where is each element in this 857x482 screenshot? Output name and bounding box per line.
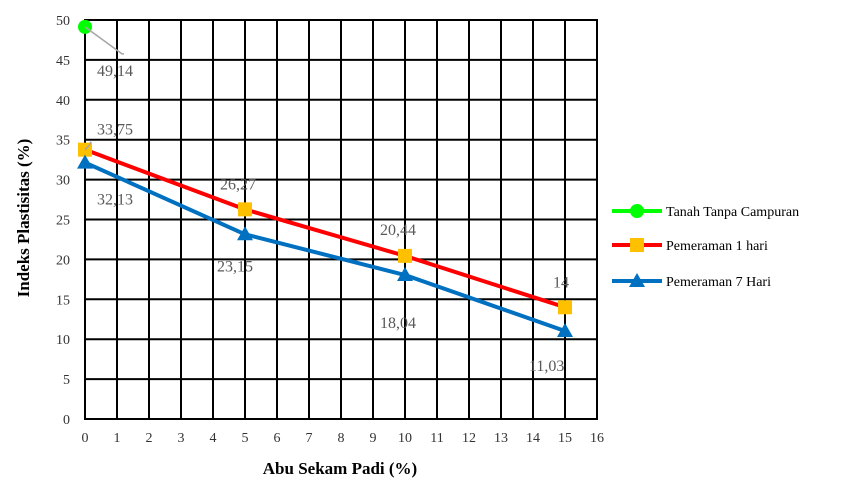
x-axis-title: Abu Sekam Padi (%) bbox=[263, 459, 417, 478]
y-tick-label: 30 bbox=[56, 174, 70, 189]
y-tick-label: 45 bbox=[56, 54, 70, 69]
data-label: 23,15 bbox=[217, 258, 253, 275]
data-label: 33,75 bbox=[97, 122, 133, 139]
data-point bbox=[398, 248, 412, 263]
legend-item: Pemeraman 7 Hari bbox=[612, 273, 771, 290]
x-tick-label: 12 bbox=[462, 431, 476, 446]
legend-item: Pemeraman 1 hari bbox=[612, 238, 768, 254]
series-1: 49,14 bbox=[78, 19, 133, 80]
y-tick-label: 5 bbox=[63, 373, 70, 388]
data-label: 32,13 bbox=[97, 192, 133, 209]
y-tick-label: 40 bbox=[56, 94, 70, 109]
data-point bbox=[238, 202, 252, 217]
plot-border bbox=[84, 19, 598, 420]
x-tick-labels: 0 1 2 3 4 5 6 7 8 9 10 11 12 13 14 15 16 bbox=[82, 431, 605, 446]
y-tick-label: 25 bbox=[56, 214, 70, 229]
y-tick-labels: 0 5 10 15 20 25 30 35 40 45 50 bbox=[56, 14, 70, 428]
series-line bbox=[84, 160, 566, 333]
x-tick-label: 1 bbox=[114, 431, 121, 446]
x-tick-label: 8 bbox=[338, 431, 345, 446]
y-tick-label: 35 bbox=[56, 134, 70, 149]
data-label: 11,03 bbox=[529, 358, 564, 375]
data-point bbox=[558, 300, 572, 315]
leader-line bbox=[84, 141, 92, 151]
legend-marker bbox=[630, 238, 644, 252]
y-tick-label: 20 bbox=[56, 253, 70, 268]
data-point bbox=[237, 226, 253, 241]
x-tick-label: 14 bbox=[526, 431, 540, 446]
data-label: 14 bbox=[553, 274, 569, 291]
x-tick-label: 9 bbox=[370, 431, 377, 446]
x-tick-label: 10 bbox=[398, 431, 412, 446]
x-tick-label: 7 bbox=[306, 431, 313, 446]
series-3: 32,13 23,15 18,04 11,03 bbox=[77, 154, 573, 375]
series-layer: 49,14 33,75 26,27 20,44 14 32,13 23,15 18,04 11,… bbox=[77, 19, 573, 375]
x-tick-label: 15 bbox=[558, 431, 572, 446]
x-tick-label: 3 bbox=[178, 431, 185, 446]
x-tick-label: 6 bbox=[274, 431, 281, 446]
legend-label: Pemeraman 1 hari bbox=[666, 239, 768, 254]
x-tick-label: 4 bbox=[210, 431, 217, 446]
x-tick-label: 16 bbox=[590, 431, 604, 446]
legend: Tanah Tanpa Campuran Pemeraman 1 hari Peme… bbox=[612, 204, 799, 290]
data-label: 26,27 bbox=[220, 176, 256, 193]
legend-marker bbox=[630, 204, 644, 218]
data-label: 18,04 bbox=[380, 315, 416, 332]
x-tick-label: 5 bbox=[242, 431, 249, 446]
y-tick-label: 15 bbox=[56, 293, 70, 308]
y-tick-label: 10 bbox=[56, 333, 70, 348]
x-tick-label: 13 bbox=[494, 431, 508, 446]
grid bbox=[84, 19, 598, 420]
y-axis-title: Indeks Plastisitas (%) bbox=[14, 139, 33, 298]
x-tick-label: 0 bbox=[82, 431, 89, 446]
series-2: 33,75 26,27 20,44 14 bbox=[78, 122, 572, 315]
data-label: 49,14 bbox=[97, 63, 133, 80]
data-point bbox=[557, 322, 573, 337]
legend-item: Tanah Tanpa Campuran bbox=[612, 204, 799, 220]
y-tick-label: 50 bbox=[56, 14, 70, 29]
data-point bbox=[397, 267, 413, 282]
x-tick-label: 11 bbox=[430, 431, 443, 446]
leader-line bbox=[84, 26, 124, 55]
x-tick-label: 2 bbox=[146, 431, 153, 446]
legend-label: Tanah Tanpa Campuran bbox=[666, 205, 799, 220]
data-point bbox=[77, 154, 93, 169]
legend-label: Pemeraman 7 Hari bbox=[666, 275, 771, 290]
series-line bbox=[84, 147, 566, 310]
y-tick-label: 0 bbox=[63, 413, 70, 428]
legend-marker bbox=[629, 273, 645, 287]
data-label: 20,44 bbox=[380, 222, 416, 239]
